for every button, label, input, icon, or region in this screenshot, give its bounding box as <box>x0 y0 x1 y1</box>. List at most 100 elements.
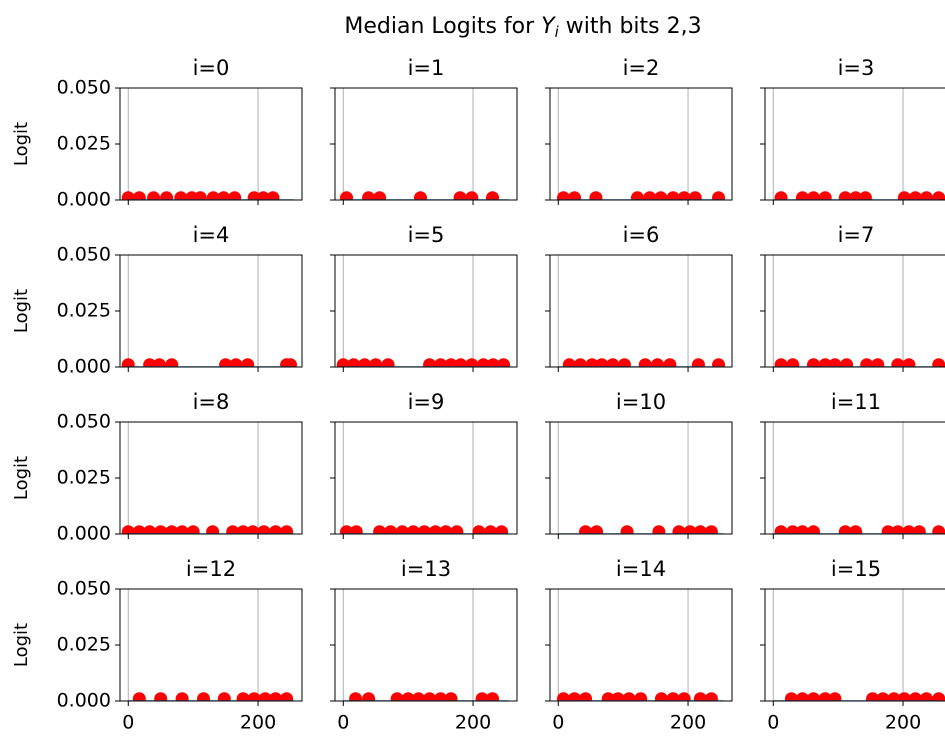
point <box>247 692 261 701</box>
axes-frame <box>764 254 945 368</box>
subplot-title: i=3 <box>838 56 875 80</box>
subplot: i=11 <box>760 390 945 539</box>
points <box>774 358 945 367</box>
point <box>475 692 489 701</box>
subplot: i=9 <box>330 390 518 539</box>
axes-frame <box>549 421 733 535</box>
point <box>677 191 691 200</box>
point <box>589 191 603 200</box>
point <box>630 191 644 200</box>
point <box>620 525 634 534</box>
point <box>693 525 707 534</box>
points <box>349 692 500 701</box>
point <box>206 191 220 200</box>
plot-area <box>336 358 511 367</box>
axes-frame <box>764 87 945 201</box>
point <box>258 692 272 701</box>
points <box>579 525 718 534</box>
point <box>774 525 788 534</box>
point <box>266 191 280 200</box>
y-tick-label: 0.050 <box>57 578 111 600</box>
plot-area <box>558 525 724 534</box>
points <box>132 692 294 701</box>
point <box>495 525 509 534</box>
point <box>858 191 872 200</box>
point <box>556 191 570 200</box>
point <box>567 692 581 701</box>
point <box>413 191 427 200</box>
point <box>197 692 211 701</box>
point <box>269 525 283 534</box>
point <box>401 692 415 701</box>
point <box>611 692 625 701</box>
point <box>174 191 188 200</box>
point <box>186 525 200 534</box>
x-tick-label: 200 <box>455 712 491 734</box>
point <box>154 692 168 701</box>
subplot: 0 200 i=13 <box>330 557 518 734</box>
point <box>465 358 479 367</box>
points <box>774 191 945 200</box>
point <box>876 692 890 701</box>
subplot-title: i=1 <box>408 56 445 80</box>
point <box>807 692 820 701</box>
point <box>453 191 467 200</box>
point <box>362 191 376 200</box>
y-axis-label: Logit <box>11 623 32 667</box>
point <box>484 525 498 534</box>
point <box>428 525 442 534</box>
points <box>121 191 280 200</box>
point <box>590 525 604 534</box>
point <box>579 525 593 534</box>
subplot: i=6 <box>545 223 733 372</box>
point <box>358 358 372 367</box>
points <box>562 358 726 367</box>
subplot-title: i=7 <box>838 223 875 247</box>
point <box>132 525 146 534</box>
point <box>362 692 376 701</box>
point <box>567 191 581 200</box>
point <box>434 692 448 701</box>
subplot-title: i=6 <box>623 223 660 247</box>
subplot: 0 200 i=15 <box>760 557 945 734</box>
point <box>121 525 135 534</box>
y-tick-label: 0.000 <box>57 690 111 712</box>
point <box>932 191 945 200</box>
point <box>908 692 922 701</box>
point <box>450 525 464 534</box>
subplot: i=7 <box>760 223 945 372</box>
point <box>369 358 383 367</box>
point <box>434 358 448 367</box>
point <box>887 692 901 701</box>
point <box>217 692 231 701</box>
point <box>795 191 809 200</box>
point <box>406 525 420 534</box>
point <box>712 358 726 367</box>
axes-frame <box>549 254 733 368</box>
point <box>143 525 157 534</box>
point <box>902 358 916 367</box>
x-tick-label: 200 <box>670 712 706 734</box>
point <box>677 692 691 701</box>
point <box>280 525 294 534</box>
point <box>818 191 832 200</box>
subplot-title: i=11 <box>831 390 881 414</box>
point <box>336 358 350 367</box>
point <box>349 525 363 534</box>
point <box>439 525 453 534</box>
point <box>807 358 820 367</box>
point <box>193 191 207 200</box>
points <box>340 191 500 200</box>
point <box>654 191 668 200</box>
axes-frame <box>119 588 303 702</box>
point <box>774 358 788 367</box>
point <box>902 525 916 534</box>
point <box>465 191 479 200</box>
points <box>784 692 945 701</box>
point <box>349 692 363 701</box>
x-tick-label: 0 <box>767 712 779 734</box>
subplot: i=3 <box>760 56 945 205</box>
plot-area <box>773 525 945 534</box>
point <box>121 358 135 367</box>
